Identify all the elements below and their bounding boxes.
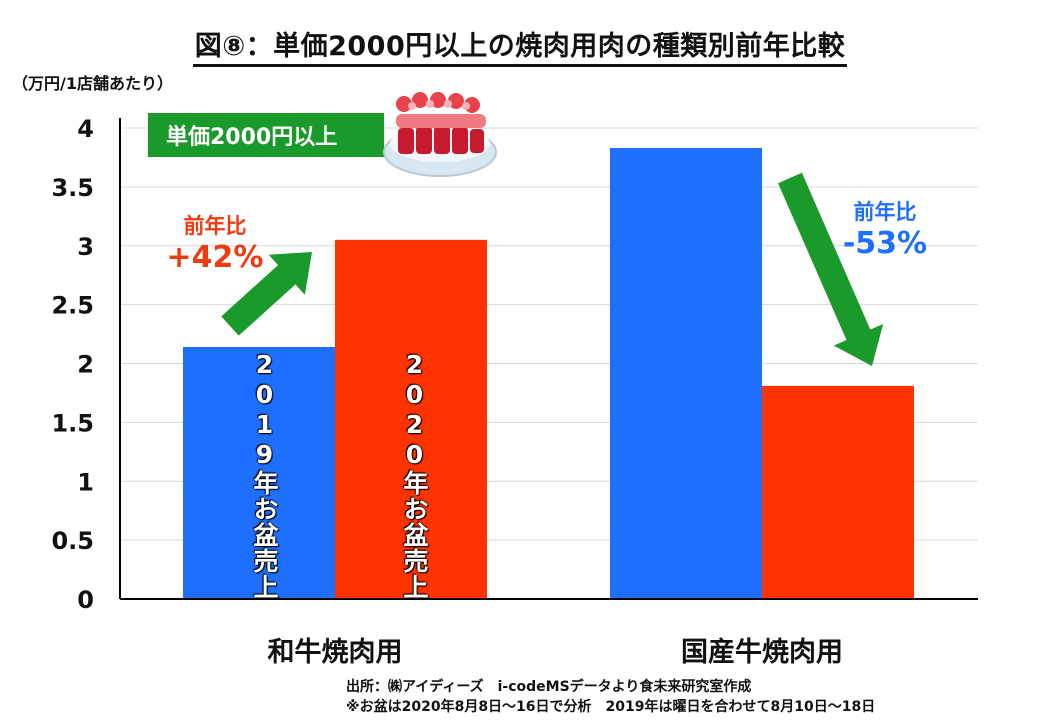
bars <box>183 148 914 600</box>
bar-label-2020: 2020年お盆売上 <box>400 350 429 600</box>
y-tick-label: 3.5 <box>51 174 94 202</box>
y-axis-unit-label: （万円/1店舗あたり） <box>12 74 173 93</box>
wagyu-yoy-callout: 前年比 +42% <box>150 210 280 275</box>
trend-arrows <box>221 172 884 367</box>
wagyu-yoy-value: +42% <box>166 240 264 275</box>
kokusan-yoy-callout: 前年比 -53% <box>820 196 950 261</box>
y-tick-label: 0 <box>77 586 94 614</box>
bar-2019-1 <box>610 148 762 599</box>
y-axis-ticks: 0 0.5 1 1.5 2 2.5 3 3.5 4 <box>51 115 94 614</box>
meat-platter-illustration <box>383 92 497 177</box>
y-tick-label: 1.5 <box>51 409 94 437</box>
y-tick-label: 1 <box>77 468 94 496</box>
y-tick-label: 4 <box>77 115 94 143</box>
chart-title: 図⑧：単価2000円以上の焼肉用肉の種類別前年比較 <box>0 24 1040 67</box>
bar-label-2019: 2019年お盆売上 <box>250 350 279 600</box>
y-tick-label: 0.5 <box>51 527 94 555</box>
y-tick-label: 2.5 <box>51 292 94 320</box>
up-arrow <box>221 251 313 336</box>
y-tick-label: 2 <box>77 351 94 379</box>
down-arrow <box>778 172 884 367</box>
category-label-wagyu: 和牛焼肉用 <box>267 637 403 668</box>
wagyu-yoy-label: 前年比 <box>183 214 247 238</box>
period-note: ※お盆は2020年8月8日～16日で分析 2019年は曜日を合わせて8月10日～… <box>346 699 876 715</box>
kokusan-yoy-label: 前年比 <box>853 200 917 224</box>
source-note: 出所：㈱アイディーズ i-codeMSデータより食未来研究室作成 <box>346 679 752 695</box>
category-label-kokusan: 国産牛焼肉用 <box>681 637 843 668</box>
kokusan-yoy-value: -53% <box>842 226 928 261</box>
bar-2019-0 <box>183 347 335 599</box>
bar-2020-1 <box>762 385 914 599</box>
price-banner: 単価2000円以上 <box>148 113 384 157</box>
bar-2020-0 <box>335 239 487 600</box>
y-tick-label: 3 <box>77 233 94 261</box>
